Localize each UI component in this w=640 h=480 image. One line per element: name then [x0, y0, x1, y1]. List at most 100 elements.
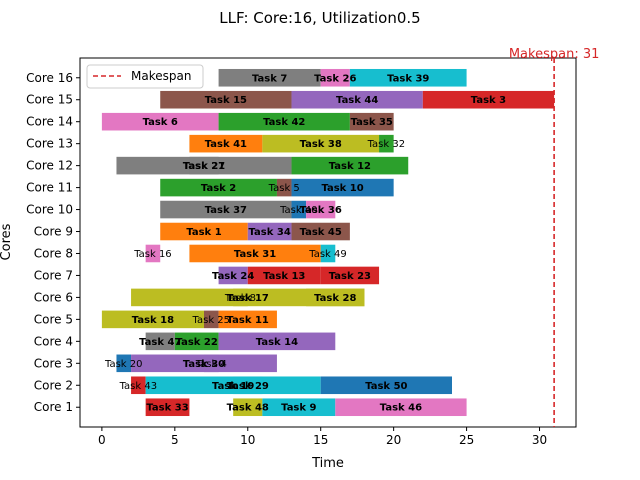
- task-bar: [233, 376, 263, 395]
- task-label: Task 33: [146, 403, 188, 414]
- task-label: Task 50: [365, 381, 407, 392]
- x-tick-label: 20: [386, 433, 401, 447]
- task-label: Task 25: [192, 315, 231, 326]
- task-bar: [320, 244, 336, 263]
- x-tick-label: 10: [240, 433, 255, 447]
- task-label: Task 14: [256, 337, 298, 348]
- task-bar: [247, 266, 321, 285]
- task-bar: [291, 222, 350, 241]
- task-bar: [145, 398, 190, 417]
- task-label: Task 47: [139, 337, 181, 348]
- y-tick-label: Core 2: [34, 378, 73, 392]
- task-label: Task 5: [268, 183, 300, 194]
- task-label: Task 26: [314, 73, 356, 84]
- task-label: Task 37: [205, 205, 247, 216]
- task-bar: [174, 332, 219, 351]
- task-label: Task 19: [212, 381, 254, 392]
- task-label: Task 36: [300, 205, 342, 216]
- task-label: Task 38: [300, 139, 342, 150]
- y-tick-label: Core 9: [34, 225, 73, 239]
- task-label: Task 17: [227, 293, 269, 304]
- task-label: Task 9: [281, 403, 316, 414]
- task-label: Task 15: [205, 95, 247, 106]
- x-tick-label: 15: [313, 433, 328, 447]
- task-label: Task 16: [133, 249, 172, 260]
- task-label: Task 21: [183, 161, 225, 172]
- y-tick-label: Core 4: [34, 334, 73, 348]
- task-label: Task 43: [119, 381, 158, 392]
- task-bar: [291, 200, 307, 219]
- task-label: Task 3: [471, 95, 506, 106]
- task-label: Task 28: [314, 293, 356, 304]
- y-tick-label: Core 5: [34, 312, 73, 326]
- y-tick-label: Core 7: [34, 268, 73, 282]
- x-axis-title: Time: [311, 456, 344, 471]
- task-bar: [247, 222, 292, 241]
- task-label: Task 30: [183, 359, 225, 370]
- task-bar: [218, 310, 277, 329]
- task-bar: [306, 288, 365, 307]
- y-tick-label: Core 16: [26, 71, 73, 85]
- task-bar: [160, 90, 292, 109]
- task-bar: [276, 178, 292, 197]
- task-bar: [320, 68, 350, 87]
- task-bar: [145, 332, 175, 351]
- task-bar: [204, 310, 219, 329]
- task-bar: [320, 266, 380, 285]
- task-bar: [233, 288, 248, 307]
- task-label: Task 22: [176, 337, 218, 348]
- task-bar: [160, 200, 292, 219]
- task-bar: [204, 354, 219, 373]
- task-label: Task 46: [380, 403, 422, 414]
- y-tick-label: Core 13: [26, 137, 73, 151]
- x-tick-label: 0: [98, 433, 106, 447]
- task-label: Task 18: [132, 315, 174, 326]
- y-tick-label: Core 8: [34, 246, 73, 260]
- task-bar: [131, 376, 146, 395]
- x-tick-label: 30: [532, 433, 547, 447]
- legend: Makespan: [86, 64, 204, 89]
- task-label: Task 32: [367, 139, 406, 150]
- task-label: Task 34: [249, 227, 291, 238]
- makespan-label: Makespan: 31: [509, 47, 600, 62]
- task-bar: [262, 134, 380, 153]
- task-label: Task 23: [329, 271, 371, 282]
- task-label: Task 2: [201, 183, 236, 194]
- task-label: Task 8: [224, 293, 256, 304]
- task-label: Task 49: [308, 249, 347, 260]
- task-bar: [349, 112, 394, 131]
- task-bar: [306, 200, 336, 219]
- task-label: Task 27: [183, 161, 225, 172]
- plot-frame: [79, 57, 577, 428]
- task-bar: [422, 90, 555, 109]
- task-bar: [291, 156, 409, 175]
- legend-frame: [86, 64, 204, 89]
- task-label: Task 4: [195, 359, 227, 370]
- task-bar: [145, 244, 161, 263]
- task-bar: [218, 68, 321, 87]
- task-bar: [101, 310, 204, 329]
- task-label: Task 20: [104, 359, 143, 370]
- task-label: Task 41: [205, 139, 247, 150]
- task-bar: [101, 112, 219, 131]
- task-label: Task 40: [279, 205, 318, 216]
- task-label: Task 31: [234, 249, 276, 260]
- x-tick-label: 5: [171, 433, 179, 447]
- task-labels: Task 33 Task 48 Task 9 Task 46 Task 43 Task 1…: [104, 73, 506, 413]
- task-label: Task 48: [227, 403, 269, 414]
- task-label: Task 1: [186, 227, 221, 238]
- task-label: Task 10: [321, 183, 363, 194]
- y-tick-label: Core 12: [26, 159, 73, 173]
- task-label: Task 45: [300, 227, 342, 238]
- task-bar: [349, 68, 467, 87]
- y-tick-label: Core 11: [26, 181, 73, 195]
- task-bar: [320, 376, 452, 395]
- task-bar: [233, 398, 263, 417]
- task-bar: [116, 354, 132, 373]
- x-axis-ticks: 0 5 10 15 20 25 30: [98, 427, 547, 447]
- x-tick-label: 25: [459, 433, 474, 447]
- task-label: Task 39: [387, 73, 429, 84]
- task-label: Task 24: [212, 271, 254, 282]
- task-label: Task 44: [336, 95, 378, 106]
